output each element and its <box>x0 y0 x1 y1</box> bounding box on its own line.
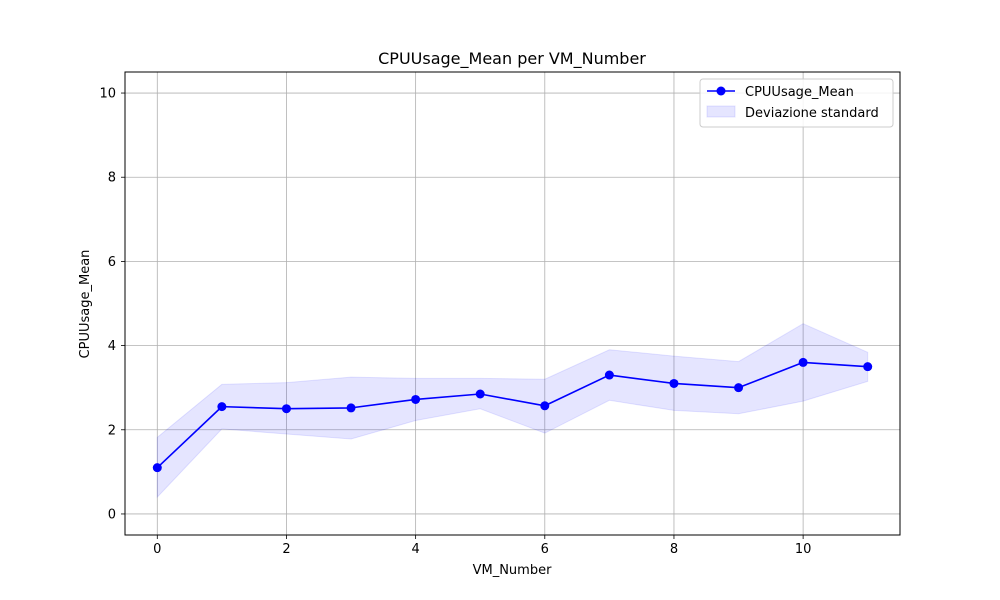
data-point <box>734 383 744 393</box>
data-point <box>281 404 291 414</box>
std-band-layer <box>156 323 869 499</box>
data-point <box>540 401 550 411</box>
plot-frame <box>124 71 901 536</box>
x-tick-label: 4 <box>411 542 419 557</box>
legend: CPUUsage_Mean Deviazione standard <box>699 78 894 128</box>
x-tick-label: 10 <box>795 542 812 557</box>
x-tick-label: 6 <box>541 542 549 557</box>
y-tick-label: 8 <box>108 171 116 186</box>
legend-band-swatch <box>706 105 736 118</box>
x-axis-label: VM_Number <box>473 563 552 578</box>
data-point <box>217 402 227 412</box>
y-axis-label: CPUUsage_Mean <box>78 250 93 359</box>
x-tick-label: 2 <box>282 542 290 557</box>
chart-title: CPUUsage_Mean per VM_Number <box>378 49 646 69</box>
data-point <box>475 389 485 399</box>
y-tick-label: 6 <box>108 255 116 270</box>
data-point <box>798 357 808 367</box>
tick-layer: 0 2 4 6 8 10 0 2 4 6 8 10 <box>99 87 811 557</box>
series-layer <box>152 357 873 473</box>
y-tick-label: 4 <box>108 339 116 354</box>
y-tick-label: 2 <box>108 423 116 438</box>
x-tick-label: 0 <box>153 542 161 557</box>
legend-frame <box>699 78 894 128</box>
y-tick-label: 10 <box>99 87 116 102</box>
series-line <box>156 361 868 469</box>
x-tick-label: 8 <box>670 542 678 557</box>
y-tick-label: 0 <box>108 507 116 522</box>
data-point <box>863 362 873 372</box>
legend-marker-swatch <box>716 86 726 96</box>
data-point <box>604 370 614 380</box>
data-point <box>152 463 162 473</box>
legend-band-label: Deviazione standard <box>745 106 879 121</box>
grid <box>125 72 900 535</box>
std-band <box>156 323 869 499</box>
legend-series-label: CPUUsage_Mean <box>745 85 854 100</box>
data-point <box>346 403 356 413</box>
data-point <box>669 378 679 388</box>
data-point <box>411 394 421 404</box>
